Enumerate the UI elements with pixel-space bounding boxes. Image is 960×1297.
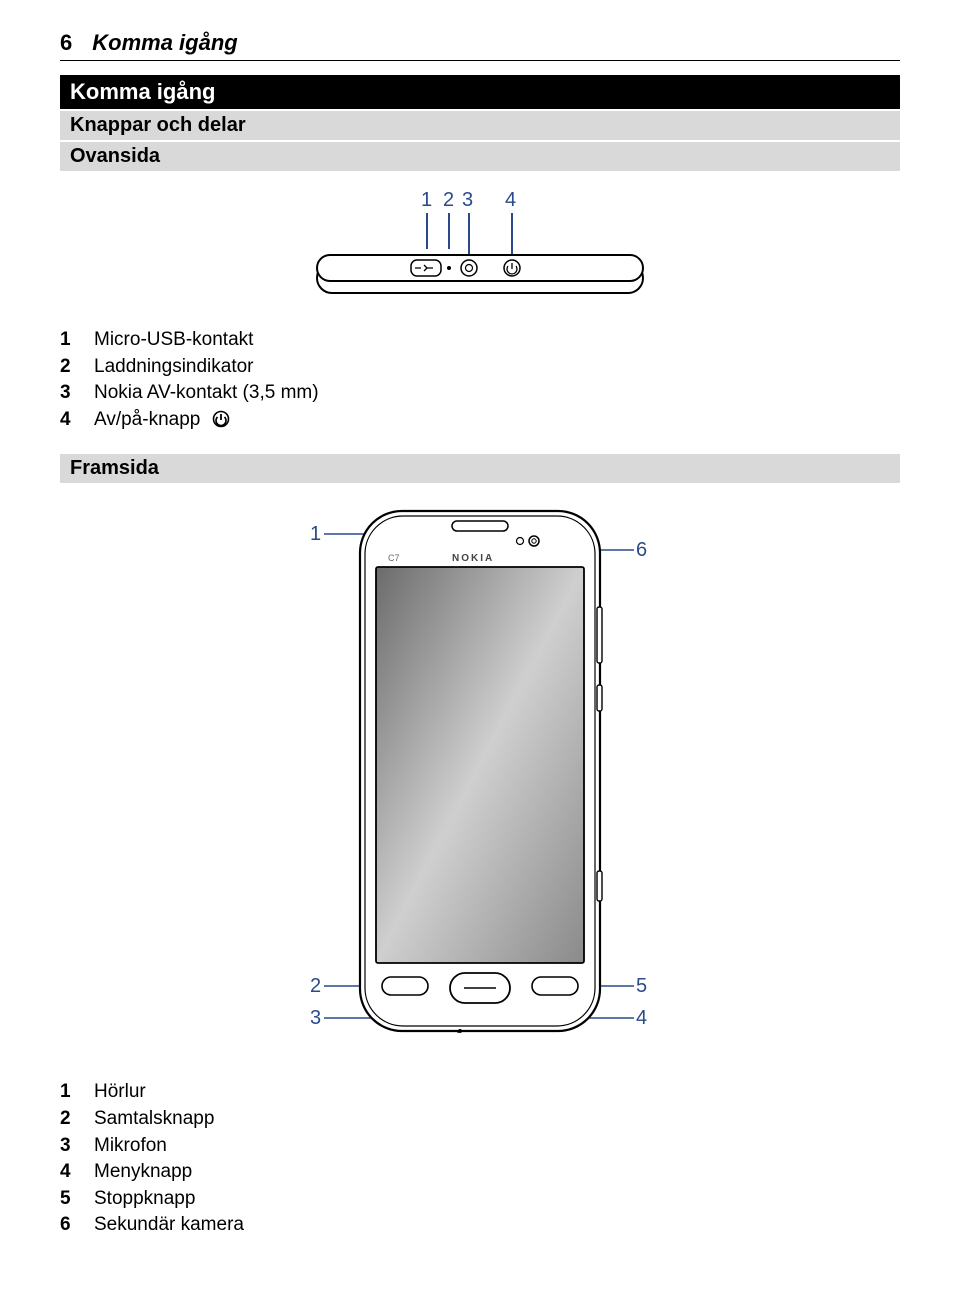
list-item: 4 Menyknapp: [60, 1159, 900, 1186]
power-icon: [212, 410, 230, 437]
brand-label: NOKIA: [452, 553, 494, 564]
list-item: 6 Sekundär kamera: [60, 1212, 900, 1239]
top-diagram-wrap: 1 2 3 4: [60, 189, 900, 309]
item-number: 3: [60, 1133, 80, 1160]
item-number: 2: [60, 1106, 80, 1133]
section-heading-knappar: Knappar och delar: [60, 111, 900, 140]
item-label: Av/på-knapp: [94, 407, 230, 437]
item-label: Nokia AV-kontakt (3,5 mm): [94, 380, 319, 407]
item-number: 3: [60, 380, 80, 407]
item-label: Sekundär kamera: [94, 1212, 244, 1239]
page-number: 6: [60, 30, 72, 56]
lead-line: [426, 213, 428, 249]
item-label: Samtalsknapp: [94, 1106, 214, 1133]
running-title: Komma igång: [92, 30, 237, 56]
item-number: 4: [60, 1159, 80, 1186]
top-diagram: 1 2 3 4: [315, 189, 645, 309]
item-label: Menyknapp: [94, 1159, 192, 1186]
list-item: 2 Samtalsknapp: [60, 1106, 900, 1133]
item-number: 1: [60, 327, 80, 354]
item-number: 1: [60, 1079, 80, 1106]
list-item: 1 Micro-USB-kontakt: [60, 327, 900, 354]
top-items-list: 1 Micro-USB-kontakt 2 Laddningsindikator…: [60, 327, 900, 436]
front-items-list: 1 Hörlur 2 Samtalsknapp 3 Mikrofon 4 Men…: [60, 1079, 900, 1239]
top-callout-3: 3: [462, 189, 473, 212]
list-item: 5 Stoppknapp: [60, 1186, 900, 1213]
section-heading-framsida: Framsida: [60, 454, 900, 483]
list-item: 3 Nokia AV-kontakt (3,5 mm): [60, 380, 900, 407]
item-label: Mikrofon: [94, 1133, 167, 1160]
item-number: 5: [60, 1186, 80, 1213]
section-heading-ovansida: Ovansida: [60, 142, 900, 171]
front-diagram: 1 2 3 4 5 6: [310, 501, 650, 1061]
section-heading-main: Komma igång: [60, 75, 900, 109]
phone-top-edge-icon: [315, 249, 645, 299]
item-number: 2: [60, 354, 80, 381]
item-label: Micro-USB-kontakt: [94, 327, 253, 354]
top-callout-2: 2: [443, 189, 454, 212]
item-label: Hörlur: [94, 1079, 146, 1106]
list-item: 1 Hörlur: [60, 1079, 900, 1106]
model-label: C7: [388, 553, 400, 563]
list-item: 3 Mikrofon: [60, 1133, 900, 1160]
page: 6 Komma igång Komma igång Knappar och de…: [0, 0, 960, 1297]
item-label-text: Av/på-knapp: [94, 409, 200, 430]
list-item: 4 Av/på-knapp: [60, 407, 900, 437]
item-label: Laddningsindikator: [94, 354, 254, 381]
front-diagram-wrap: 1 2 3 4 5 6: [60, 501, 900, 1061]
list-item: 2 Laddningsindikator: [60, 354, 900, 381]
phone-front-icon: C7 NOKIA: [310, 501, 650, 1061]
lead-line: [448, 213, 450, 249]
top-callout-4: 4: [505, 189, 516, 212]
item-number: 6: [60, 1212, 80, 1239]
page-header: 6 Komma igång: [60, 30, 900, 61]
item-number: 4: [60, 407, 80, 437]
top-callout-1: 1: [421, 189, 432, 212]
item-label: Stoppknapp: [94, 1186, 195, 1213]
